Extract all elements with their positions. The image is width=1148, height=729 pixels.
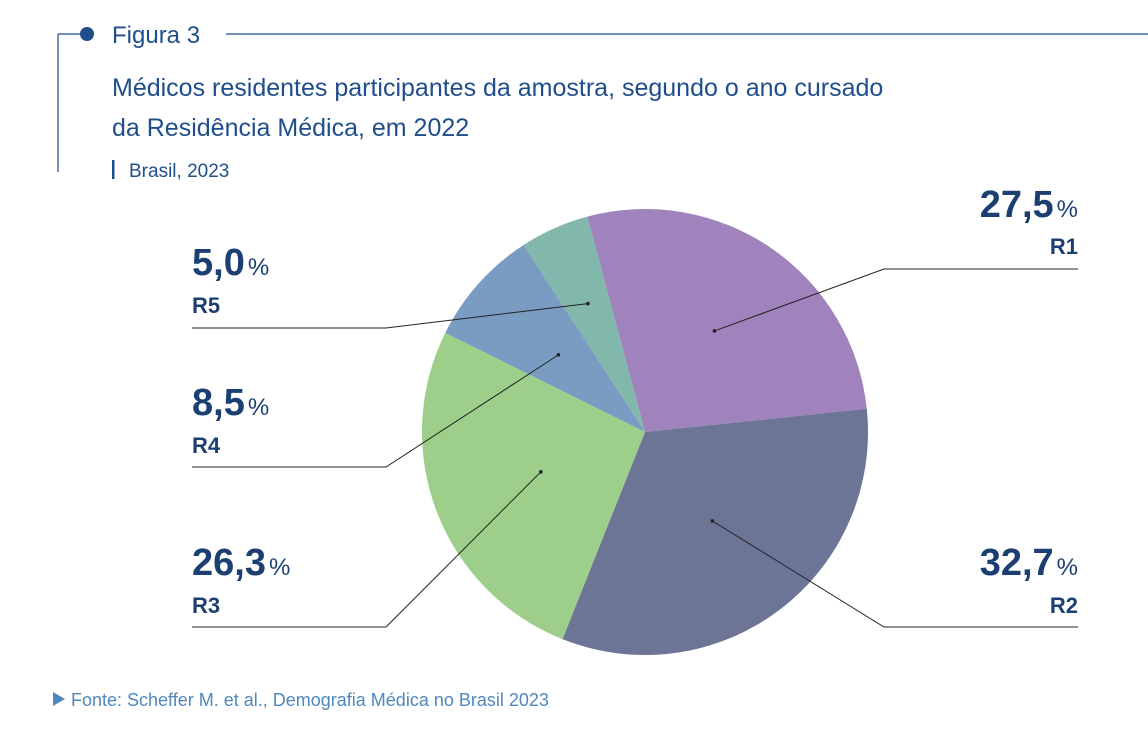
pie-slice-r4 [445,244,645,432]
pie-slice-r5 [523,216,645,432]
source-note: Fonte: Scheffer M. et al., Demografia Mé… [71,690,549,710]
leader-line-r3 [192,471,542,628]
slice-value-r2: 32,7% [980,542,1078,584]
source-arrow-icon [53,692,65,706]
leader-line-r1 [714,268,1078,332]
slice-category-r2: R2 [1050,593,1078,618]
slice-category-r1: R1 [1050,234,1078,259]
slice-value-r5: 5,0% [192,242,269,284]
pie-chart [422,208,869,655]
leader-line-r5 [192,303,588,329]
slice-labels: 27,5 % R1 32,7 % R2 26,3 % R3 8,5 % R4 5,0 % R5 [192,184,1078,618]
subtitle-bar [112,160,115,179]
slice-category-r3: R3 [192,593,220,618]
pie-slice-r2 [562,408,869,655]
pie-slice-r3 [422,332,645,640]
chart-title-line1: Médicos residentes participantes da amos… [112,74,883,102]
pie-slice-r1 [587,208,867,432]
figure-label: Figura 3 [112,22,200,49]
slice-value-r1: 27,5% [980,184,1078,226]
slice-category-r4: R4 [192,433,221,458]
slice-category-r5: R5 [192,293,220,318]
chart-title-line2: da Residência Médica, em 2022 [112,114,469,142]
leader-lines [192,268,1078,628]
slice-value-r3: 26,3% [192,542,290,584]
leader-dot-r1 [712,329,717,333]
slice-value-r4: 8,5% [192,382,269,424]
header-bullet-icon [80,27,94,41]
leader-line-r2 [712,520,1078,628]
chart-subtitle: Brasil, 2023 [129,161,229,182]
leader-line-r4 [192,354,559,468]
